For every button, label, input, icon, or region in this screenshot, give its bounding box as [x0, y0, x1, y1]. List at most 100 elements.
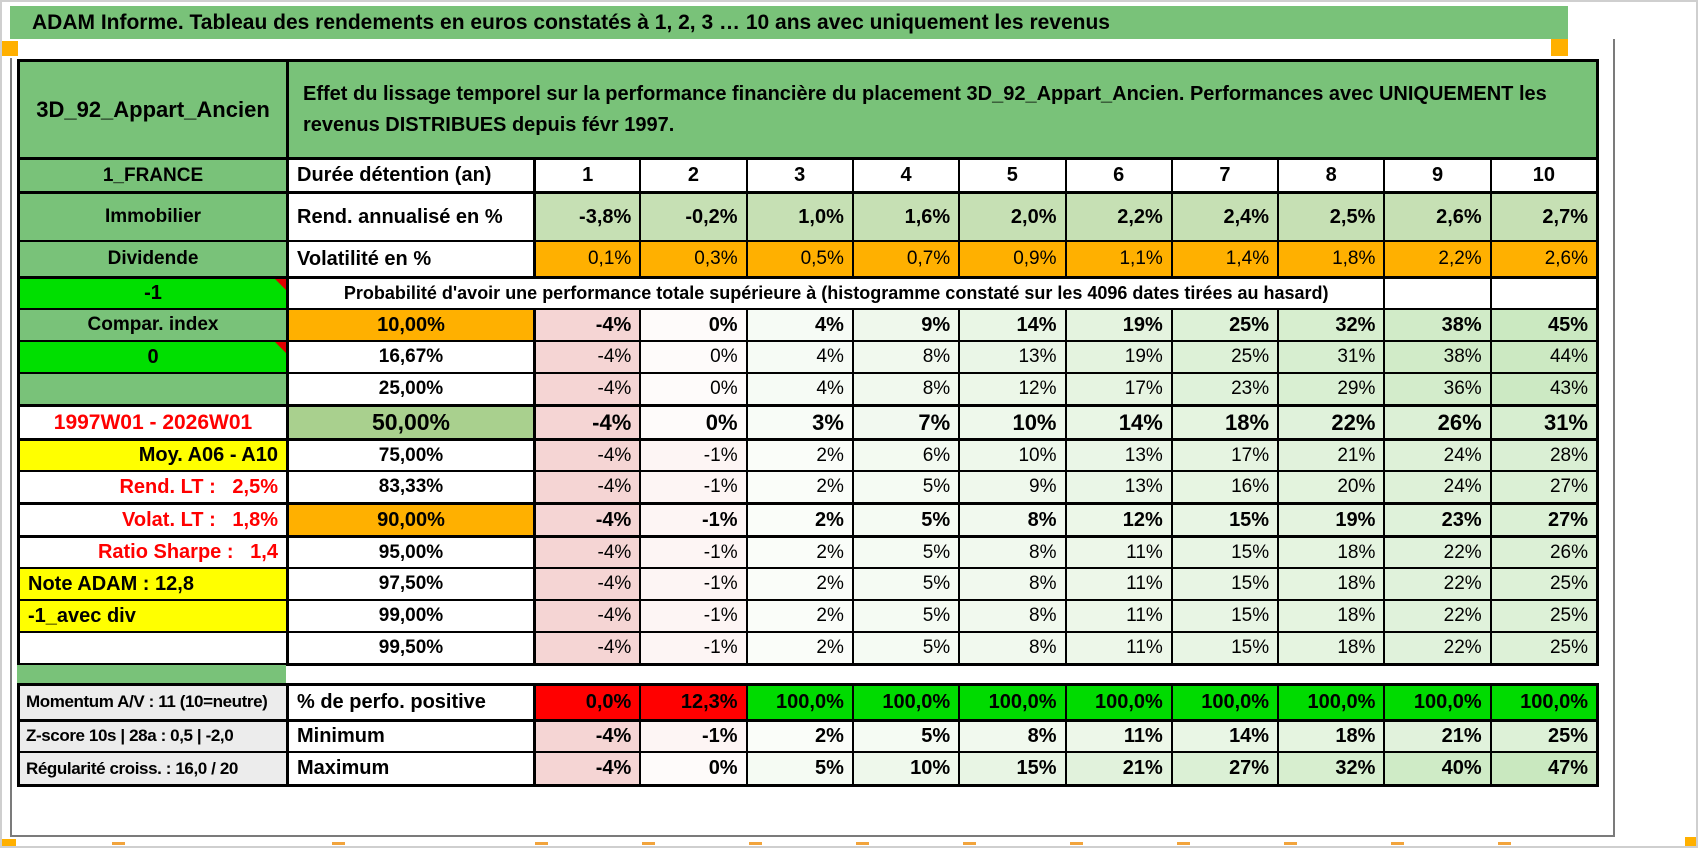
data-cell[interactable]: 11%	[1064, 535, 1171, 567]
data-cell[interactable]: 5%	[851, 470, 959, 502]
data-cell[interactable]: 0,9%	[958, 240, 1065, 276]
data-cell[interactable]: 12,3%	[639, 686, 746, 719]
percentile-label-cell[interactable]: 83,33%	[286, 470, 533, 502]
column-header-cell[interactable]: 3	[745, 157, 852, 191]
summary-label-cell[interactable]: Z-score 10s | 28a : 0,5 | -2,0	[20, 718, 286, 752]
column-header-cell[interactable]: 10	[1489, 157, 1596, 191]
data-cell[interactable]: 13%	[1064, 438, 1171, 470]
row-label-cell[interactable]: Volat. LT : 1,8%	[20, 502, 286, 535]
row-header-cell[interactable]: Volatilité en %	[286, 240, 533, 276]
data-cell[interactable]: 8%	[851, 340, 959, 372]
column-header-cell[interactable]: 2	[639, 157, 746, 191]
data-cell[interactable]: 18%	[1277, 535, 1384, 567]
data-cell[interactable]: 15%	[1170, 599, 1278, 631]
data-cell[interactable]: 20%	[1277, 470, 1384, 502]
data-cell[interactable]: 100,0%	[851, 686, 959, 719]
data-cell[interactable]: 31%	[1489, 404, 1596, 438]
data-cell[interactable]: 1,6%	[851, 191, 959, 240]
data-cell[interactable]: -4%	[533, 438, 640, 470]
row-label-cell[interactable]: Immobilier	[20, 191, 286, 240]
data-cell[interactable]: 43%	[1489, 372, 1596, 404]
data-cell[interactable]: 27%	[1170, 751, 1278, 784]
percentile-label-cell[interactable]: 50,00%	[286, 404, 533, 438]
summary-label-cell[interactable]: Régularité croiss. : 16,0 / 20	[20, 751, 286, 784]
row-label-cell[interactable]: Compar. index	[20, 308, 286, 340]
data-cell[interactable]: -4%	[533, 567, 640, 599]
data-cell[interactable]: -4%	[533, 340, 640, 372]
row-header-cell[interactable]: Rend. annualisé en %	[286, 191, 533, 240]
data-cell[interactable]: 8%	[851, 372, 959, 404]
data-cell[interactable]: 22%	[1277, 404, 1384, 438]
data-cell[interactable]: 0%	[639, 340, 746, 372]
summary-label-cell[interactable]: Momentum A/V : 11 (10=neutre)	[20, 686, 286, 719]
data-cell[interactable]: 2%	[745, 535, 852, 567]
data-cell[interactable]: 5%	[745, 751, 852, 784]
data-cell[interactable]: 0,7%	[851, 240, 959, 276]
percentile-label-cell[interactable]: 99,50%	[286, 631, 533, 663]
data-cell[interactable]: 25%	[1489, 631, 1596, 663]
data-cell[interactable]: 11%	[1064, 567, 1171, 599]
row-label-cell[interactable]: Rend. LT : 2,5%	[20, 470, 286, 502]
data-cell[interactable]: 8%	[958, 631, 1065, 663]
data-cell[interactable]: 8%	[958, 535, 1065, 567]
data-cell[interactable]: -1%	[639, 470, 746, 502]
data-cell[interactable]: 14%	[958, 308, 1065, 340]
data-cell[interactable]: -1%	[639, 599, 746, 631]
data-cell[interactable]: 23%	[1170, 372, 1278, 404]
data-cell[interactable]: -4%	[533, 404, 640, 438]
data-cell[interactable]: 10%	[851, 751, 959, 784]
data-cell[interactable]: -1%	[639, 438, 746, 470]
column-header-cell[interactable]: 1	[533, 157, 640, 191]
row-label-cell[interactable]: -1_avec div	[20, 599, 286, 631]
data-cell[interactable]: 2%	[745, 438, 852, 470]
sheet-title[interactable]: ADAM Informe. Tableau des rendements en …	[10, 6, 1568, 39]
data-cell[interactable]: 25%	[1489, 567, 1596, 599]
data-cell[interactable]: -4%	[533, 502, 640, 535]
column-header-cell[interactable]: 4	[851, 157, 959, 191]
row-label-cell[interactable]: 1997W01 - 2026W01	[20, 404, 286, 438]
data-cell[interactable]: 25%	[1489, 599, 1596, 631]
data-cell[interactable]: -1%	[639, 631, 746, 663]
data-cell[interactable]: -1%	[639, 567, 746, 599]
data-cell[interactable]: 32%	[1277, 308, 1384, 340]
data-cell[interactable]: -4%	[533, 718, 640, 752]
data-cell[interactable]: 11%	[1064, 599, 1171, 631]
data-cell[interactable]: 5%	[851, 718, 959, 752]
data-cell[interactable]: 22%	[1383, 535, 1490, 567]
data-cell[interactable]: 2%	[745, 567, 852, 599]
data-cell[interactable]: -0,2%	[639, 191, 746, 240]
data-cell[interactable]: 14%	[1064, 404, 1171, 438]
data-cell[interactable]: -4%	[533, 535, 640, 567]
data-cell[interactable]: 24%	[1383, 438, 1490, 470]
data-cell[interactable]: 8%	[958, 599, 1065, 631]
data-cell[interactable]: 1,8%	[1277, 240, 1384, 276]
data-cell[interactable]: 25%	[1170, 308, 1278, 340]
data-cell[interactable]: 7%	[851, 404, 959, 438]
percentile-label-cell[interactable]: 95,00%	[286, 535, 533, 567]
data-cell[interactable]: 21%	[1064, 751, 1171, 784]
data-cell[interactable]: 6%	[851, 438, 959, 470]
data-cell[interactable]: 2,2%	[1383, 240, 1490, 276]
data-cell[interactable]: 19%	[1277, 502, 1384, 535]
data-cell[interactable]: 2%	[745, 599, 852, 631]
data-cell[interactable]: 0,5%	[745, 240, 852, 276]
summary-header-cell[interactable]: Maximum	[286, 751, 533, 784]
row-label-cell[interactable]: -1	[20, 276, 286, 308]
data-cell[interactable]: 40%	[1383, 751, 1490, 784]
data-cell[interactable]: 44%	[1489, 340, 1596, 372]
data-cell[interactable]: 2,7%	[1489, 191, 1596, 240]
summary-header-cell[interactable]: Minimum	[286, 718, 533, 752]
data-cell[interactable]: 0%	[639, 404, 746, 438]
data-cell[interactable]: -1%	[639, 535, 746, 567]
percentile-label-cell[interactable]: 75,00%	[286, 438, 533, 470]
data-cell[interactable]: 5%	[851, 631, 959, 663]
percentile-label-cell[interactable]: 25,00%	[286, 372, 533, 404]
data-cell[interactable]: 8%	[958, 502, 1065, 535]
data-cell[interactable]: 100,0%	[1064, 686, 1171, 719]
data-cell[interactable]: 2,6%	[1489, 240, 1596, 276]
data-cell[interactable]: 5%	[851, 502, 959, 535]
data-cell[interactable]: 2%	[745, 631, 852, 663]
spacer-cell[interactable]	[17, 665, 286, 683]
row-label-cell[interactable]: 1_FRANCE	[20, 157, 286, 191]
data-cell[interactable]: -4%	[533, 470, 640, 502]
